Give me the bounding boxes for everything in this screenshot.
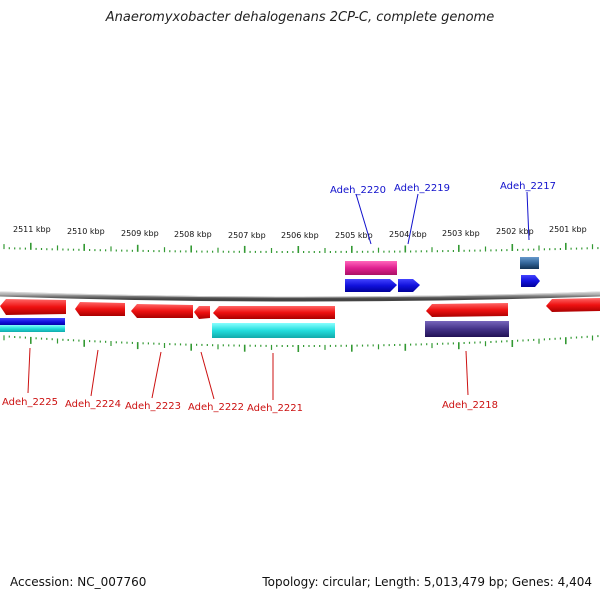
genome-backbone — [0, 291, 600, 302]
gene-adeh-2225-feature-2[interactable] — [0, 325, 65, 332]
gene-adeh-2221-feature[interactable] — [212, 323, 335, 338]
gene-adeh-2219-arrow[interactable] — [398, 279, 420, 292]
scale-label: 2505 kbp — [335, 231, 373, 240]
gene-right-arrow[interactable] — [546, 298, 600, 312]
scale-labels: 2511 kbp 2510 kbp 2509 kbp 2508 kbp 2507… — [13, 225, 587, 240]
gene-label-adeh-2218[interactable]: Adeh_2218 — [442, 400, 498, 411]
scale-label: 2504 kbp — [389, 230, 427, 239]
scale-label: 2506 kbp — [281, 231, 319, 240]
topology-text: Topology: circular; Length: 5,013,479 bp… — [262, 575, 592, 589]
scale-label: 2502 kbp — [496, 227, 534, 236]
scale-ruler-bottom — [3, 335, 599, 352]
gene-label-adeh-2221[interactable]: Adeh_2221 — [247, 403, 303, 414]
gene-adeh-2225-feature[interactable] — [0, 318, 65, 326]
bottom-gene-labels: Adeh_2225 Adeh_2224 Adeh_2223 Adeh_2222 … — [2, 347, 498, 414]
gene-adeh-2220-feature[interactable] — [345, 261, 397, 275]
gene-adeh-2218-feature[interactable] — [425, 321, 509, 337]
gene-adeh-2223-arrow[interactable] — [131, 304, 193, 318]
gene-label-adeh-2223[interactable]: Adeh_2223 — [125, 401, 181, 412]
gene-label-adeh-2222[interactable]: Adeh_2222 — [188, 402, 244, 413]
gene-label-adeh-2220[interactable]: Adeh_2220 — [330, 185, 386, 196]
top-gene-labels: Adeh_2220 Adeh_2219 Adeh_2217 — [330, 181, 556, 245]
scale-label: 2503 kbp — [442, 229, 480, 238]
scale-label: 2509 kbp — [121, 229, 159, 238]
gene-label-adeh-2219[interactable]: Adeh_2219 — [394, 183, 450, 194]
gene-adeh-2222-arrow[interactable] — [194, 306, 210, 319]
gene-label-adeh-2224[interactable]: Adeh_2224 — [65, 399, 121, 410]
scale-label: 2507 kbp — [228, 231, 266, 240]
gene-label-adeh-2217[interactable]: Adeh_2217 — [500, 181, 556, 192]
scale-label: 2510 kbp — [67, 227, 105, 236]
gene-adeh-2217-feature[interactable] — [520, 257, 539, 269]
gene-adeh-2221-arrow[interactable] — [213, 306, 335, 319]
gene-adeh-2225-arrow[interactable] — [0, 299, 66, 315]
gene-adeh-2224-arrow[interactable] — [75, 302, 125, 316]
gene-adeh-2217-arrow[interactable] — [521, 275, 540, 287]
scale-label: 2508 kbp — [174, 230, 212, 239]
scale-label: 2501 kbp — [549, 225, 587, 234]
scale-ruler-top — [3, 242, 599, 253]
gene-adeh-2220-arrow[interactable] — [345, 279, 397, 292]
genome-title: Anaeromyxobacter dehalogenans 2CP-C, com… — [105, 10, 495, 25]
scale-label: 2511 kbp — [13, 225, 51, 234]
gene-adeh-2218-arrow[interactable] — [426, 303, 508, 317]
gene-label-adeh-2225[interactable]: Adeh_2225 — [2, 397, 58, 408]
accession-text: Accession: NC_007760 — [10, 575, 147, 589]
